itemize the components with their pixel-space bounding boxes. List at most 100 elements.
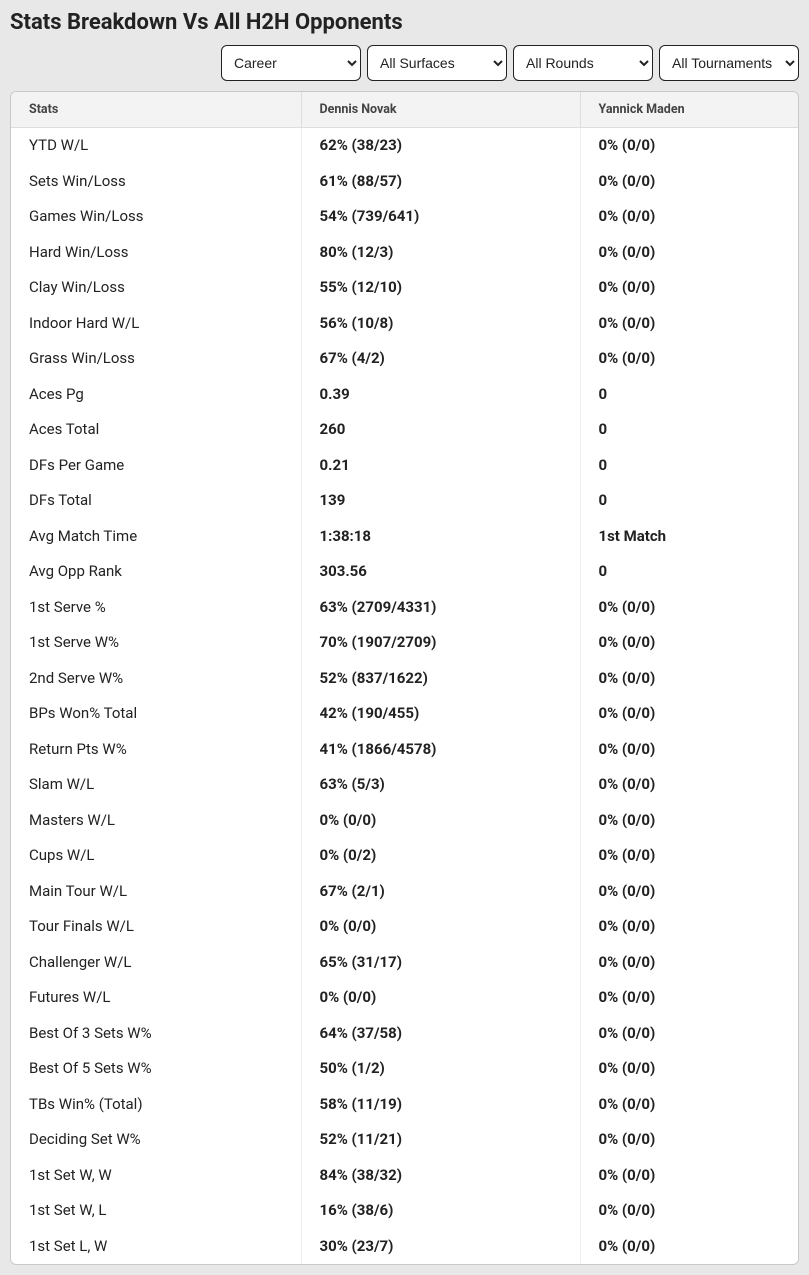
stat-label: DFs Total: [11, 483, 301, 519]
table-row: Best Of 5 Sets W%50% (1/2)0% (0/0): [11, 1051, 798, 1087]
table-row: Avg Match Time1:38:181st Match: [11, 519, 798, 555]
stat-label: Main Tour W/L: [11, 874, 301, 910]
stat-label: Tour Finals W/L: [11, 909, 301, 945]
table-row: Main Tour W/L67% (2/1)0% (0/0): [11, 874, 798, 910]
stat-label: Hard Win/Loss: [11, 235, 301, 271]
table-row: 1st Set W, L16% (38/6)0% (0/0): [11, 1193, 798, 1229]
player1-value: 62% (38/23): [301, 128, 580, 164]
player2-value: 0% (0/0): [580, 767, 798, 803]
player1-value: 80% (12/3): [301, 235, 580, 271]
player1-value: 65% (31/17): [301, 945, 580, 981]
stat-label: Challenger W/L: [11, 945, 301, 981]
player2-value: 0% (0/0): [580, 199, 798, 235]
player1-value: 260: [301, 412, 580, 448]
surfaces-select[interactable]: All Surfaces: [367, 45, 507, 81]
player1-value: 70% (1907/2709): [301, 625, 580, 661]
table-row: 1st Set W, W84% (38/32)0% (0/0): [11, 1158, 798, 1194]
table-row: DFs Per Game0.210: [11, 448, 798, 484]
stat-label: 1st Set L, W: [11, 1229, 301, 1265]
player2-value: 0: [580, 448, 798, 484]
tournaments-select[interactable]: All Tournaments: [659, 45, 799, 81]
table-row: 1st Set L, W30% (23/7)0% (0/0): [11, 1229, 798, 1265]
stat-label: Avg Opp Rank: [11, 554, 301, 590]
player2-value: 0% (0/0): [580, 625, 798, 661]
player1-value: 67% (2/1): [301, 874, 580, 910]
stat-label: Clay Win/Loss: [11, 270, 301, 306]
stat-label: Best Of 3 Sets W%: [11, 1016, 301, 1052]
player2-value: 0% (0/0): [580, 909, 798, 945]
stat-label: 1st Serve W%: [11, 625, 301, 661]
player1-value: 50% (1/2): [301, 1051, 580, 1087]
player1-value: 61% (88/57): [301, 164, 580, 200]
table-row: Cups W/L0% (0/2)0% (0/0): [11, 838, 798, 874]
table-row: Grass Win/Loss67% (4/2)0% (0/0): [11, 341, 798, 377]
player1-value: 52% (837/1622): [301, 661, 580, 697]
table-row: Hard Win/Loss80% (12/3)0% (0/0): [11, 235, 798, 271]
player2-value: 0% (0/0): [580, 235, 798, 271]
stat-label: Aces Pg: [11, 377, 301, 413]
player1-value: 0% (0/0): [301, 980, 580, 1016]
stat-label: Deciding Set W%: [11, 1122, 301, 1158]
player1-value: 41% (1866/4578): [301, 732, 580, 768]
table-row: 1st Serve %63% (2709/4331)0% (0/0): [11, 590, 798, 626]
player1-value: 0.39: [301, 377, 580, 413]
player1-value: 1:38:18: [301, 519, 580, 555]
stat-label: Avg Match Time: [11, 519, 301, 555]
player2-value: 0% (0/0): [580, 945, 798, 981]
player1-value: 42% (190/455): [301, 696, 580, 732]
table-row: BPs Won% Total42% (190/455)0% (0/0): [11, 696, 798, 732]
table-row: 2nd Serve W%52% (837/1622)0% (0/0): [11, 661, 798, 697]
player2-value: 0% (0/0): [580, 306, 798, 342]
table-row: Avg Opp Rank303.560: [11, 554, 798, 590]
player2-value: 0% (0/0): [580, 1158, 798, 1194]
stat-label: 2nd Serve W%: [11, 661, 301, 697]
table-row: Deciding Set W%52% (11/21)0% (0/0): [11, 1122, 798, 1158]
player1-value: 0% (0/2): [301, 838, 580, 874]
table-row: Aces Pg0.390: [11, 377, 798, 413]
stat-label: Futures W/L: [11, 980, 301, 1016]
player2-value: 0% (0/0): [580, 803, 798, 839]
player2-value: 0% (0/0): [580, 164, 798, 200]
stat-label: Return Pts W%: [11, 732, 301, 768]
stat-label: Indoor Hard W/L: [11, 306, 301, 342]
player2-value: 0% (0/0): [580, 661, 798, 697]
table-row: DFs Total1390: [11, 483, 798, 519]
player1-value: 56% (10/8): [301, 306, 580, 342]
player2-value: 0% (0/0): [580, 128, 798, 164]
stat-label: 1st Set W, L: [11, 1193, 301, 1229]
table-row: Futures W/L0% (0/0)0% (0/0): [11, 980, 798, 1016]
stat-label: DFs Per Game: [11, 448, 301, 484]
player1-value: 58% (11/19): [301, 1087, 580, 1123]
table-row: TBs Win% (Total)58% (11/19)0% (0/0): [11, 1087, 798, 1123]
table-row: Best Of 3 Sets W%64% (37/58)0% (0/0): [11, 1016, 798, 1052]
player1-value: 55% (12/10): [301, 270, 580, 306]
player2-value: 0% (0/0): [580, 838, 798, 874]
player2-value: 0: [580, 554, 798, 590]
player2-value: 0% (0/0): [580, 270, 798, 306]
table-row: Return Pts W%41% (1866/4578)0% (0/0): [11, 732, 798, 768]
stats-table: Stats Dennis Novak Yannick Maden YTD W/L…: [11, 92, 798, 1264]
stat-label: Cups W/L: [11, 838, 301, 874]
table-row: Sets Win/Loss61% (88/57)0% (0/0): [11, 164, 798, 200]
player1-value: 54% (739/641): [301, 199, 580, 235]
player2-value: 0% (0/0): [580, 980, 798, 1016]
player1-value: 67% (4/2): [301, 341, 580, 377]
player2-value: 0% (0/0): [580, 1087, 798, 1123]
stat-label: YTD W/L: [11, 128, 301, 164]
table-row: YTD W/L62% (38/23)0% (0/0): [11, 128, 798, 164]
rounds-select[interactable]: All Rounds: [513, 45, 653, 81]
player1-value: 303.56: [301, 554, 580, 590]
player2-value: 0% (0/0): [580, 696, 798, 732]
player1-value: 52% (11/21): [301, 1122, 580, 1158]
player2-value: 0% (0/0): [580, 590, 798, 626]
career-select[interactable]: Career: [221, 45, 361, 81]
stat-label: Sets Win/Loss: [11, 164, 301, 200]
table-header-row: Stats Dennis Novak Yannick Maden: [11, 92, 798, 128]
stat-label: Best Of 5 Sets W%: [11, 1051, 301, 1087]
table-row: Slam W/L63% (5/3)0% (0/0): [11, 767, 798, 803]
player2-value: 0% (0/0): [580, 1122, 798, 1158]
player2-value: 0% (0/0): [580, 341, 798, 377]
player2-value: 0% (0/0): [580, 874, 798, 910]
table-row: Games Win/Loss54% (739/641)0% (0/0): [11, 199, 798, 235]
col-header-player1: Dennis Novak: [301, 92, 580, 128]
